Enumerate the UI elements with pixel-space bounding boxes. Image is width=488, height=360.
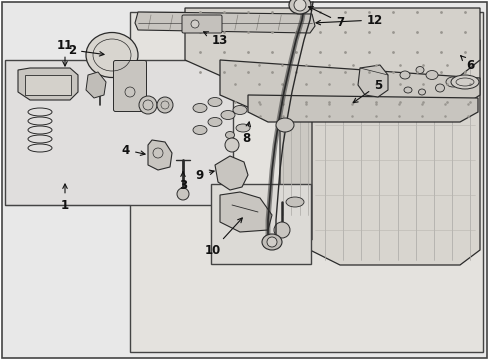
- Polygon shape: [280, 40, 311, 240]
- Circle shape: [293, 0, 305, 11]
- Text: 3: 3: [179, 172, 187, 192]
- Polygon shape: [135, 12, 314, 33]
- Circle shape: [191, 20, 199, 28]
- Ellipse shape: [236, 124, 249, 132]
- Ellipse shape: [232, 105, 246, 114]
- Bar: [130, 12, 482, 352]
- Circle shape: [224, 138, 239, 152]
- Text: 9: 9: [196, 168, 214, 181]
- Polygon shape: [184, 8, 479, 80]
- Polygon shape: [247, 95, 477, 122]
- Bar: [210, 184, 310, 264]
- Polygon shape: [148, 140, 172, 170]
- Circle shape: [157, 97, 173, 113]
- Text: 8: 8: [242, 122, 250, 144]
- Polygon shape: [215, 156, 247, 190]
- Ellipse shape: [262, 234, 282, 250]
- Text: 10: 10: [204, 218, 242, 256]
- Circle shape: [139, 96, 157, 114]
- Polygon shape: [357, 65, 387, 97]
- Ellipse shape: [403, 87, 411, 93]
- Circle shape: [273, 222, 289, 238]
- Bar: [25, 75, 71, 95]
- Polygon shape: [18, 68, 78, 100]
- Ellipse shape: [207, 98, 222, 107]
- Ellipse shape: [275, 118, 293, 132]
- Ellipse shape: [225, 131, 234, 139]
- Polygon shape: [220, 192, 271, 232]
- FancyBboxPatch shape: [182, 15, 222, 33]
- Text: 6: 6: [460, 56, 473, 72]
- Ellipse shape: [415, 67, 423, 73]
- Text: 2: 2: [68, 44, 104, 57]
- Ellipse shape: [418, 89, 425, 95]
- Text: 5: 5: [352, 78, 381, 103]
- Ellipse shape: [425, 71, 437, 80]
- Polygon shape: [86, 72, 106, 98]
- Ellipse shape: [435, 84, 444, 92]
- Ellipse shape: [221, 111, 235, 120]
- Text: 11: 11: [57, 39, 73, 66]
- Text: 1: 1: [61, 184, 69, 212]
- Circle shape: [177, 188, 189, 200]
- Ellipse shape: [285, 197, 304, 207]
- Text: 13: 13: [203, 32, 228, 46]
- Ellipse shape: [450, 75, 478, 89]
- Ellipse shape: [399, 71, 409, 79]
- Circle shape: [266, 237, 276, 247]
- Ellipse shape: [288, 0, 310, 14]
- Text: 12: 12: [315, 14, 382, 27]
- Ellipse shape: [445, 77, 459, 87]
- Text: 7: 7: [308, 7, 344, 28]
- Ellipse shape: [193, 126, 206, 135]
- FancyBboxPatch shape: [113, 60, 146, 112]
- Polygon shape: [309, 40, 479, 265]
- Text: 4: 4: [122, 144, 145, 157]
- Bar: [5, 60, 232, 205]
- Ellipse shape: [86, 32, 138, 77]
- Ellipse shape: [207, 117, 222, 126]
- Polygon shape: [220, 60, 479, 108]
- Ellipse shape: [193, 104, 206, 112]
